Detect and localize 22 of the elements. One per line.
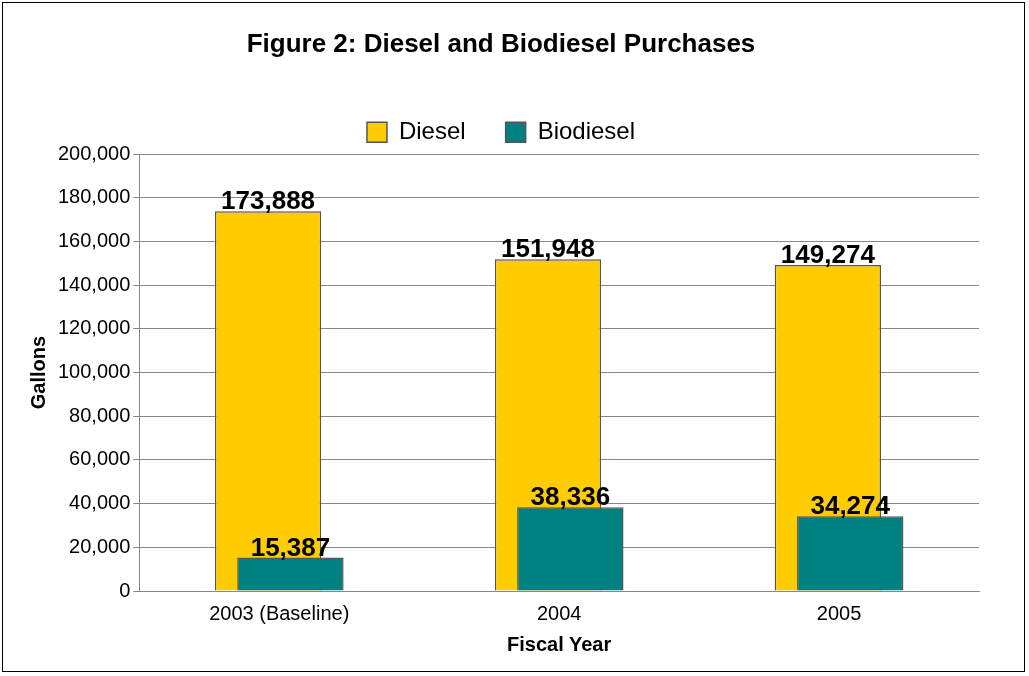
- y-tick-label: 100,000: [58, 360, 131, 383]
- y-tick-label: 20,000: [69, 534, 131, 557]
- y-tick-label: 0: [119, 578, 131, 601]
- legend-label: Diesel: [398, 116, 466, 144]
- legend-label: Biodiesel: [537, 116, 636, 144]
- y-tick-label: 120,000: [58, 316, 131, 339]
- x-tick-label: 2003 (Baseline): [209, 601, 350, 624]
- y-tick-label: 200,000: [58, 141, 131, 164]
- y-tick-label: 80,000: [69, 403, 131, 426]
- y-tick-label: 140,000: [58, 272, 131, 295]
- x-axis-title: Fiscal Year: [507, 632, 612, 655]
- chart-title: Figure 2: Diesel and Biodiesel Purchases: [246, 27, 756, 58]
- y-tick-label: 40,000: [69, 491, 131, 514]
- y-tick-label: 160,000: [58, 229, 131, 252]
- x-tick-label: 2005: [816, 601, 862, 624]
- data-label: 173,888: [221, 185, 316, 216]
- y-tick-label: 60,000: [69, 447, 131, 470]
- y-axis-title: Gallons: [26, 335, 49, 410]
- data-label: 151,948: [500, 233, 595, 264]
- x-tick-label: 2004: [536, 601, 582, 624]
- data-label: 149,274: [780, 239, 876, 270]
- y-tick-label: 180,000: [58, 185, 131, 208]
